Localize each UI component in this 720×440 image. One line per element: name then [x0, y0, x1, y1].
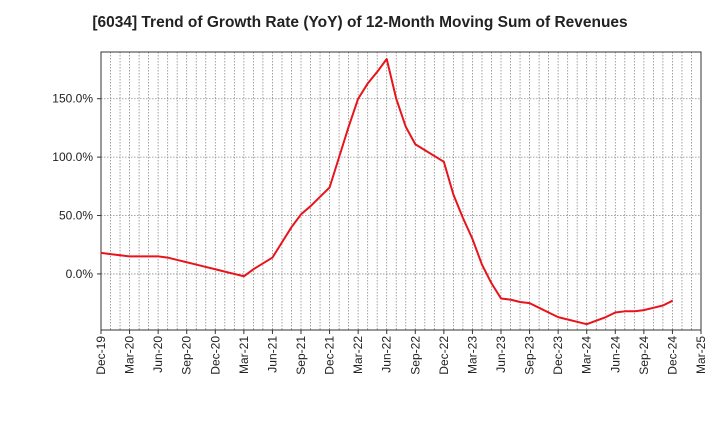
data-point — [357, 98, 359, 100]
data-point — [643, 309, 645, 311]
data-point — [319, 196, 321, 198]
data-point — [614, 311, 616, 314]
data-point — [652, 307, 654, 309]
data-point — [500, 297, 502, 300]
x-tick-label: Dec-19 — [94, 336, 108, 375]
plot-frame — [100, 51, 702, 331]
data-point — [605, 316, 607, 318]
x-tick-label: Sep-24 — [637, 336, 651, 375]
data-point — [109, 253, 112, 255]
data-point — [433, 155, 435, 157]
x-tick-label: Mar-20 — [123, 336, 137, 374]
x-tick-label: Dec-24 — [665, 336, 679, 375]
data-point — [214, 268, 216, 270]
data-point — [252, 268, 254, 270]
data-point — [509, 299, 512, 301]
data-point — [595, 320, 597, 322]
data-point — [367, 82, 369, 85]
x-tick-label: Dec-23 — [551, 336, 565, 375]
data-point — [243, 275, 245, 277]
x-tick-label: Dec-20 — [208, 336, 222, 375]
data-point — [128, 255, 131, 258]
y-tick-label: 150.0% — [52, 92, 93, 106]
data-point — [576, 321, 578, 323]
data-point — [233, 273, 235, 275]
x-tick-label: Sep-20 — [180, 336, 194, 375]
data-point — [557, 316, 559, 318]
data-point — [662, 304, 664, 307]
x-tick-label: Jun-22 — [380, 336, 394, 373]
data-point — [271, 256, 274, 259]
data-point — [452, 193, 454, 196]
data-point — [338, 156, 340, 158]
data-point — [290, 226, 293, 228]
data-point — [443, 161, 445, 163]
x-tick-label: Dec-21 — [323, 336, 337, 375]
x-tick-label: Sep-21 — [294, 336, 308, 375]
data-point — [167, 256, 169, 259]
x-tick-label: Mar-25 — [694, 336, 708, 374]
data-point — [386, 58, 388, 60]
data-point — [471, 238, 474, 240]
x-tick-label: Jun-24 — [608, 336, 622, 373]
x-tick-label: Jun-23 — [494, 336, 508, 373]
data-point — [348, 126, 350, 128]
data-point — [528, 302, 531, 304]
x-tick-label: Mar-21 — [237, 336, 251, 374]
data-point — [157, 255, 159, 258]
y-tick-label: 100.0% — [52, 150, 93, 164]
data-point — [138, 255, 140, 258]
data-point — [519, 301, 521, 303]
data-point — [376, 71, 378, 73]
x-tick-label: Mar-23 — [465, 336, 479, 374]
data-point — [405, 126, 407, 128]
series-layer — [100, 58, 674, 326]
x-tick-label: Jun-21 — [265, 336, 279, 373]
data-point — [100, 252, 102, 254]
data-point — [624, 310, 626, 312]
data-point — [548, 311, 550, 314]
data-point — [205, 266, 207, 268]
x-tick-label: Mar-22 — [351, 336, 365, 374]
data-point — [195, 263, 197, 266]
data-point — [481, 263, 483, 266]
data-point — [176, 259, 178, 261]
data-point — [395, 98, 397, 100]
data-point — [538, 307, 540, 309]
data-point — [586, 323, 588, 325]
data-point — [633, 310, 635, 312]
x-tick-label: Sep-22 — [408, 336, 422, 375]
data-point — [424, 149, 426, 151]
x-tick-label: Sep-23 — [523, 336, 537, 375]
data-point — [309, 205, 312, 207]
y-axis: 150.0% 100.0% 50.0% 0.0% — [52, 92, 101, 281]
x-tick-label: Dec-22 — [437, 336, 451, 375]
data-point — [119, 254, 121, 256]
data-point — [262, 262, 264, 265]
data-point — [281, 241, 283, 243]
x-axis: Dec-19 Mar-20 Jun-20 Sep-20 Dec-20 Mar-21 Jun-… — [94, 330, 708, 375]
data-point — [567, 318, 569, 321]
data-point — [671, 300, 674, 302]
data-point — [186, 261, 188, 263]
x-tick-label: Jun-20 — [151, 336, 165, 373]
data-point — [328, 186, 331, 189]
grid-layer — [101, 52, 701, 330]
y-tick-label: 50.0% — [59, 209, 93, 223]
data-point — [300, 213, 302, 215]
data-point — [148, 255, 150, 258]
data-point — [414, 143, 416, 145]
data-point — [462, 217, 464, 219]
data-point — [224, 271, 226, 273]
x-tick-label: Mar-24 — [580, 336, 594, 374]
y-tick-label: 0.0% — [66, 267, 94, 281]
data-point — [490, 282, 493, 284]
chart-title: [6034] Trend of Growth Rate (YoY) of 12-… — [92, 14, 628, 31]
